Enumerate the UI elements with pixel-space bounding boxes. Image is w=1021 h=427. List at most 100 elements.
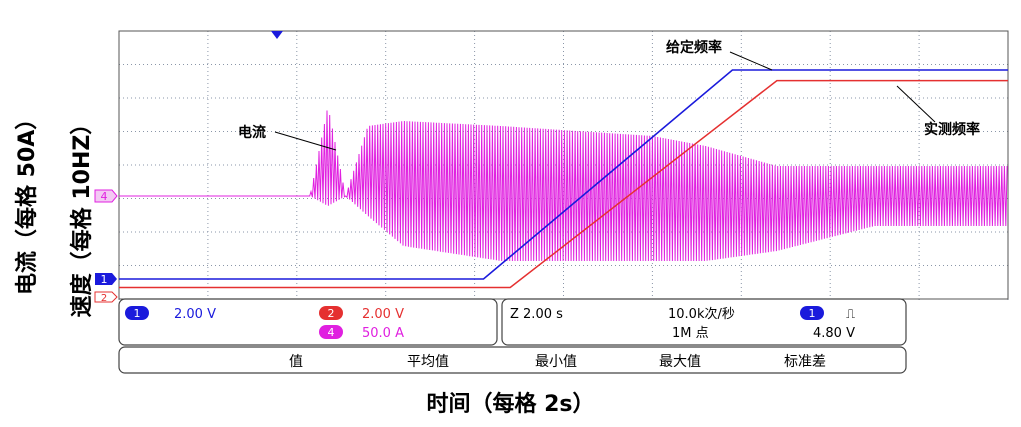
grid-dot [735, 231, 736, 233]
grid-dot [651, 219, 653, 220]
grid-dot [296, 271, 298, 272]
grid-dot [599, 265, 600, 266]
grid-dot [927, 131, 928, 132]
grid-dot [443, 265, 444, 266]
grid-dot [207, 139, 209, 140]
grid-dot [543, 97, 544, 99]
grid-dot [296, 171, 298, 172]
grid-dot [829, 103, 831, 104]
grid-dot [651, 131, 652, 132]
grid-dot [891, 231, 892, 233]
grid-dot [829, 243, 831, 244]
grid-dot [935, 164, 936, 166]
grid-dot [739, 97, 740, 99]
grid-dot [643, 164, 644, 166]
grid-dot [743, 265, 744, 266]
grid-dot [251, 164, 252, 166]
grid-dot [907, 131, 908, 132]
grid-dot [511, 265, 512, 266]
grid-dot [207, 55, 209, 56]
grid-dot [215, 64, 216, 65]
grid-dot [296, 111, 298, 112]
grid-dot [399, 64, 400, 65]
grid-dot [407, 265, 408, 266]
grid-dot [651, 99, 653, 100]
grid-dot [803, 131, 804, 132]
grid-dot [323, 64, 324, 65]
grid-dot [267, 131, 268, 132]
grid-dot [918, 211, 920, 212]
grid-dot [863, 265, 864, 266]
grid-dot [723, 265, 724, 266]
ch4-badge [319, 325, 343, 339]
grid-dot [747, 97, 748, 99]
grid-dot [296, 239, 298, 240]
grid-dot [223, 231, 224, 233]
grid-dot [651, 275, 653, 276]
grid-dot [351, 231, 352, 233]
grid-dot [279, 265, 280, 266]
grid-dot [651, 265, 652, 266]
grid-dot [523, 64, 524, 65]
grid-dot [719, 97, 720, 99]
grid-dot [296, 251, 298, 252]
grid-dot [207, 99, 209, 100]
grid-dot [939, 131, 940, 132]
grid-dot [347, 198, 348, 199]
grid-dot [715, 265, 716, 266]
grid-dot [563, 143, 564, 144]
grid-dot [296, 47, 298, 48]
grid-dot [799, 64, 800, 65]
grid-dot [955, 231, 956, 233]
grid-dot [139, 64, 140, 65]
grid-dot [740, 171, 742, 172]
grid-dot [651, 287, 653, 288]
grid-dot [223, 164, 224, 166]
grid-dot [307, 97, 308, 99]
grid-dot [699, 64, 700, 65]
grid-dot [423, 231, 424, 233]
grid-dot [303, 231, 304, 233]
grid-dot [715, 64, 716, 65]
grid-dot [263, 97, 264, 99]
grid-dot [647, 97, 648, 99]
grid-dot [559, 231, 560, 233]
grid-dot [203, 198, 204, 199]
grid-dot [959, 97, 960, 99]
grid-dot [967, 231, 968, 233]
grid-dot [307, 64, 308, 65]
grid-dot [385, 235, 387, 236]
grid-dot [859, 164, 860, 166]
grid-dot [427, 265, 428, 266]
grid-dot [935, 64, 936, 65]
grid-dot [143, 265, 144, 266]
grid-dot [385, 39, 387, 40]
grid-dot [203, 164, 204, 166]
grid-dot [963, 131, 964, 132]
grid-dot [740, 291, 742, 292]
grid-dot [887, 265, 888, 266]
grid-dot [959, 265, 960, 266]
grid-dot [296, 211, 298, 212]
grid-dot [731, 64, 732, 65]
grid-dot [296, 199, 298, 200]
grid-dot [679, 231, 680, 233]
grid-dot [663, 231, 664, 233]
grid-dot [207, 115, 209, 116]
grid-dot [591, 131, 592, 132]
grid-dot [979, 97, 980, 99]
grid-dot [199, 131, 200, 132]
grid-dot [771, 64, 772, 65]
grid-dot [207, 179, 209, 180]
grid-dot [829, 251, 831, 252]
grid-dot [747, 64, 748, 65]
grid-dot [891, 131, 892, 132]
grid-dot [143, 231, 144, 233]
grid-dot [447, 97, 448, 99]
grid-dot [419, 64, 420, 65]
grid-dot [451, 131, 452, 132]
grid-dot [855, 97, 856, 99]
grid-dot [675, 265, 676, 266]
grid-dot [991, 131, 992, 132]
grid-dot [947, 231, 948, 233]
